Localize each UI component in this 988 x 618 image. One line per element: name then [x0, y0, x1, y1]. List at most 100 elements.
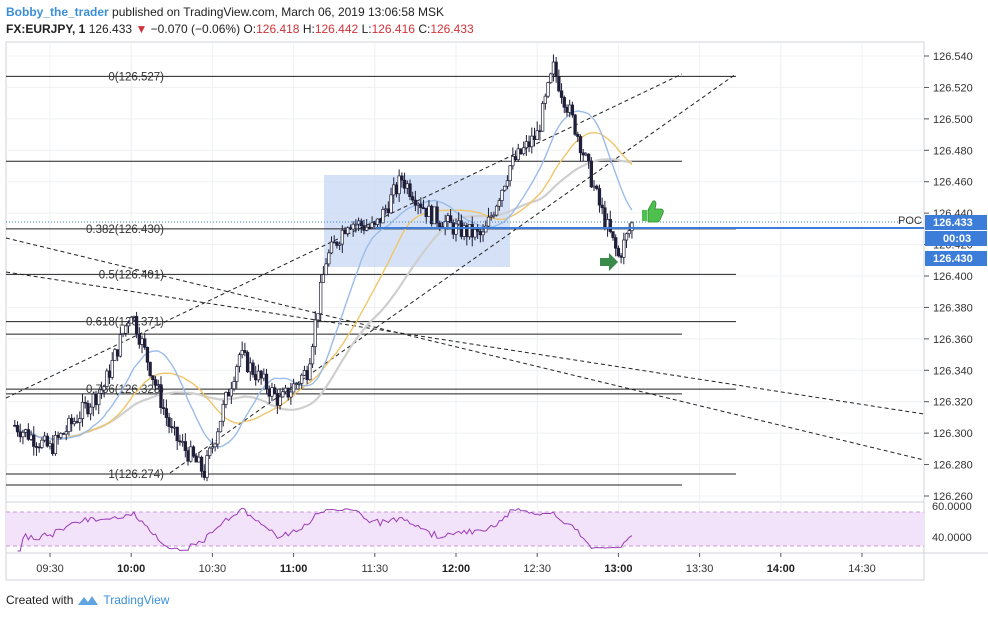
candle-body	[283, 387, 288, 393]
candle-body	[13, 424, 17, 427]
candle-body	[42, 435, 47, 441]
price-axis[interactable]: 126.540 126.520 126.500 126.480 126.460 126.4…	[924, 51, 973, 503]
candle-body	[221, 404, 225, 422]
last-price-badge-text: 126.433	[933, 217, 973, 229]
candle-body	[132, 316, 136, 318]
trend-lines[interactable]	[5, 73, 925, 474]
candle-body	[397, 175, 401, 195]
candle-body	[348, 227, 353, 230]
candle-body	[573, 114, 577, 135]
candle-body	[143, 338, 147, 348]
candle-body	[362, 225, 366, 231]
last-price-badge	[925, 215, 987, 230]
candle-body	[53, 434, 58, 454]
price-tick-label: 126.280	[933, 460, 973, 472]
candle-body	[83, 401, 87, 404]
candle-body	[226, 392, 231, 397]
candle-body	[559, 90, 564, 98]
candle-body	[289, 391, 293, 398]
candle-body	[535, 130, 539, 141]
candle-body	[619, 255, 623, 258]
candle-body	[557, 76, 561, 92]
candle-body	[608, 219, 612, 232]
candle-body	[124, 325, 128, 334]
plot-frame	[5, 41, 925, 581]
author-link[interactable]: Bobby_the_trader	[6, 5, 109, 19]
candle-body	[167, 417, 171, 427]
price-change: −0.070 (−0.06%)	[150, 22, 241, 36]
candle-body	[565, 106, 569, 113]
price-tick-label: 126.360	[933, 334, 973, 346]
candle-body	[386, 208, 390, 214]
consolidation-box[interactable]	[324, 175, 510, 267]
countdown-text: 00:03	[943, 233, 971, 245]
candle-body	[254, 374, 258, 381]
candle-body	[538, 130, 542, 133]
candle-body	[427, 205, 431, 217]
fib-retracement[interactable]: 0(126.527) 0.382(126.430) 0.5(126.401) 0.61…	[6, 71, 736, 486]
time-tick-label: 12:30	[523, 563, 551, 575]
candle-body	[94, 393, 98, 406]
candle-body	[570, 104, 575, 116]
candle-body	[248, 362, 252, 373]
high-value: 126.442	[314, 22, 359, 36]
candle-body	[381, 209, 385, 224]
candle-body	[622, 239, 626, 258]
candle-body	[532, 135, 537, 141]
candle-body	[478, 230, 483, 236]
candle-body	[97, 393, 101, 406]
candle-body	[159, 384, 163, 408]
candle-body	[262, 373, 266, 379]
tradingview-link[interactable]: TradingView	[103, 593, 170, 607]
high-label: H:	[302, 22, 315, 36]
candle-body	[137, 333, 141, 345]
rsi-tick-60: 60.0000	[932, 501, 972, 513]
price-tick-label: 126.300	[933, 428, 973, 440]
time-tick-label: 09:30	[36, 563, 64, 575]
ma-mid-line	[14, 132, 633, 441]
candle-body	[48, 443, 52, 447]
candle-body	[370, 222, 374, 228]
candle-body	[70, 417, 74, 425]
rsi-line	[17, 507, 633, 552]
candle-body	[356, 220, 361, 225]
price-tick-label: 126.460	[933, 177, 973, 189]
time-tick-label: 14:00	[767, 563, 795, 575]
candle-body	[492, 214, 496, 217]
candle-body	[259, 370, 263, 379]
candle-body	[470, 223, 474, 238]
candle-body	[164, 408, 169, 418]
candle-body	[614, 237, 618, 249]
channel-upper-line[interactable]	[5, 73, 683, 399]
price-tick-label: 126.500	[933, 114, 973, 126]
symbol-label[interactable]: FX:EURJPY, 1	[6, 22, 86, 36]
candle-body	[45, 435, 49, 447]
candle-body	[194, 455, 198, 463]
time-axis[interactable]: 09:30 10:00 10:30 11:00 11:30 12:00 12:30 13:00…	[36, 553, 876, 575]
candle-body	[476, 229, 480, 232]
fib-level-label: 1(126.274)	[108, 469, 164, 481]
candle-body	[91, 393, 95, 408]
candle-body	[300, 374, 304, 384]
candle-body	[264, 373, 269, 390]
channel-lower-line[interactable]	[169, 73, 737, 474]
candle-body	[467, 223, 472, 238]
candle-body	[513, 156, 518, 161]
price-tick-label: 126.380	[933, 302, 973, 314]
down-trend-line-2[interactable]	[5, 271, 925, 415]
poc-label: POC	[898, 215, 922, 227]
candle-body	[630, 222, 634, 231]
candle-body	[419, 203, 423, 209]
down-trend-line-1[interactable]	[5, 237, 925, 461]
candle-body	[245, 352, 250, 373]
fib-level-label: 0.382(126.430)	[86, 224, 164, 236]
candle-body	[180, 441, 185, 443]
candle-body	[75, 421, 79, 423]
candle-body	[568, 104, 572, 113]
candle-body	[354, 223, 358, 226]
candle-body	[508, 165, 512, 182]
fib-level-label: 0.618(126.371)	[86, 317, 164, 329]
down-triangle-icon: ▼	[135, 22, 148, 36]
price-tick-label: 126.520	[933, 82, 973, 94]
